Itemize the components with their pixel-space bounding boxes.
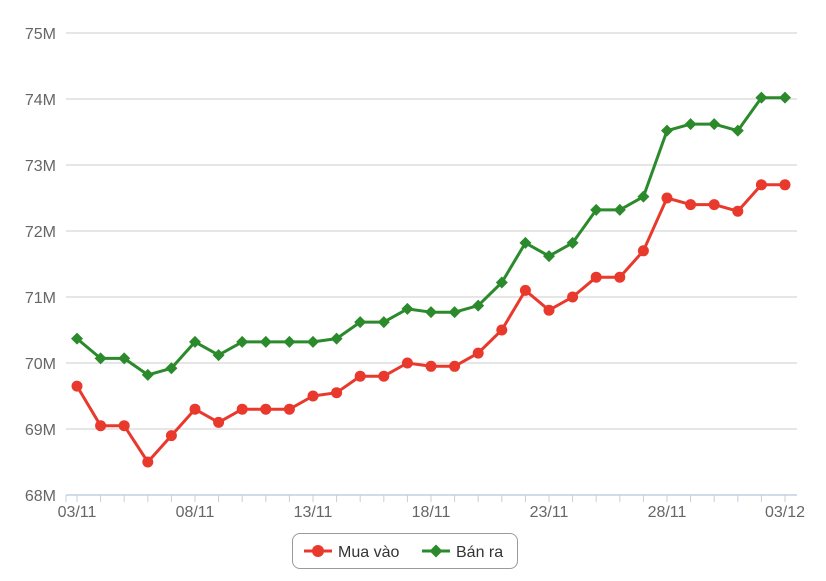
legend-ban-ra-marker — [429, 544, 443, 558]
ban-ra-point — [637, 190, 650, 203]
mua-vao-point — [378, 370, 390, 382]
y-axis-labels: 68M 69M 70M 71M 72M 73M 74M 75M — [25, 26, 56, 505]
x-tick-label: 28/11 — [648, 504, 687, 521]
mua-vao-point — [661, 192, 673, 204]
mua-vao-point — [449, 360, 461, 372]
ban-ra-point — [118, 352, 131, 365]
mua-vao-point — [236, 403, 248, 415]
x-tick-label: 13/11 — [294, 504, 333, 521]
y-tick-label: 75M — [25, 26, 56, 43]
x-tick-label: 23/11 — [530, 504, 569, 521]
mua-vao-point — [685, 199, 697, 211]
y-tick-label: 69M — [25, 422, 56, 439]
ban-ra-point — [684, 118, 697, 131]
mua-vao-point — [519, 284, 531, 296]
x-tick-label: 03/12 — [765, 504, 805, 521]
mua-vao-point — [213, 416, 225, 428]
mua-vao-point — [567, 291, 579, 303]
y-tick-label: 74M — [25, 92, 56, 109]
mua-vao-point — [142, 456, 154, 468]
x-tick-label: 03/11 — [58, 504, 97, 521]
mua-vao-point — [496, 324, 508, 336]
mua-vao-point — [307, 390, 319, 402]
y-tick-label: 68M — [25, 488, 56, 505]
mua-vao-point — [95, 420, 107, 432]
ban-ra-point — [94, 352, 107, 365]
ban-ra-point — [307, 335, 319, 348]
ban-ra-point — [613, 203, 626, 216]
mua-vao-point — [637, 245, 649, 257]
mua-vao-point — [543, 304, 555, 316]
mua-vao-point — [189, 403, 201, 415]
ban-ra-point — [141, 368, 154, 381]
grid-lines — [66, 32, 797, 430]
mua-vao-point — [732, 205, 744, 217]
mua-vao-point — [260, 403, 272, 415]
ban-ra-point — [590, 203, 603, 216]
x-axis-labels: 03/11 08/11 13/11 18/11 23/11 28/11 03/12 — [58, 504, 806, 521]
ban-ra-point — [377, 316, 390, 329]
mua-vao-point — [614, 271, 626, 283]
ban-ra-point — [330, 332, 343, 345]
mua-vao-point — [472, 347, 484, 359]
ban-ra-point — [755, 91, 768, 104]
y-tick-label: 71M — [25, 290, 56, 307]
mua-vao-point — [71, 380, 83, 392]
ban-ra-point — [401, 302, 414, 315]
ban-ra-point — [71, 332, 83, 345]
ban-ra-point — [259, 335, 272, 348]
ban-ra-point — [283, 335, 296, 348]
ban-ra-point — [519, 236, 532, 249]
mua-vao-point — [755, 179, 767, 191]
ban-ra-point — [543, 250, 555, 263]
mua-vao-point — [590, 271, 602, 283]
ban-ra-point — [236, 335, 249, 348]
ban-ra-point — [779, 91, 791, 104]
mua-vao-point — [779, 179, 791, 191]
ban-ra-point — [661, 124, 673, 137]
mua-vao-point — [331, 387, 343, 399]
mua-vao-point — [118, 420, 130, 432]
ban-ra-point — [731, 124, 744, 137]
legend-ban-ra-label: Bán ra — [456, 544, 503, 561]
x-tick-label: 18/11 — [412, 504, 451, 521]
ban-ra-point — [566, 236, 579, 249]
ban-ra-point — [708, 118, 721, 131]
series-layer — [71, 91, 791, 468]
mua-vao-point — [425, 360, 437, 372]
ban-ra-point — [354, 316, 367, 329]
mua-vao-point — [283, 403, 295, 415]
ban-ra-point — [212, 349, 225, 362]
y-tick-label: 73M — [25, 158, 56, 175]
ban-ra-point — [425, 306, 437, 319]
x-tick-label: 08/11 — [176, 504, 215, 521]
ban-ra-point — [472, 299, 485, 312]
legend-mua-vao-label: Mua vào — [338, 544, 399, 561]
legend-mua-vao-marker — [312, 545, 324, 557]
y-tick-label: 70M — [25, 356, 56, 373]
mua-vao-point — [354, 370, 366, 382]
mua-vao-point — [401, 357, 413, 369]
x-axis — [65, 494, 797, 502]
ban-ra-point — [448, 306, 461, 319]
ban-ra-point — [189, 335, 201, 348]
mua-vao-point — [165, 430, 177, 442]
mua-vao-point — [708, 199, 720, 211]
ban-ra-point — [165, 362, 178, 375]
y-tick-label: 72M — [25, 224, 56, 241]
ban-ra-point — [495, 276, 508, 289]
